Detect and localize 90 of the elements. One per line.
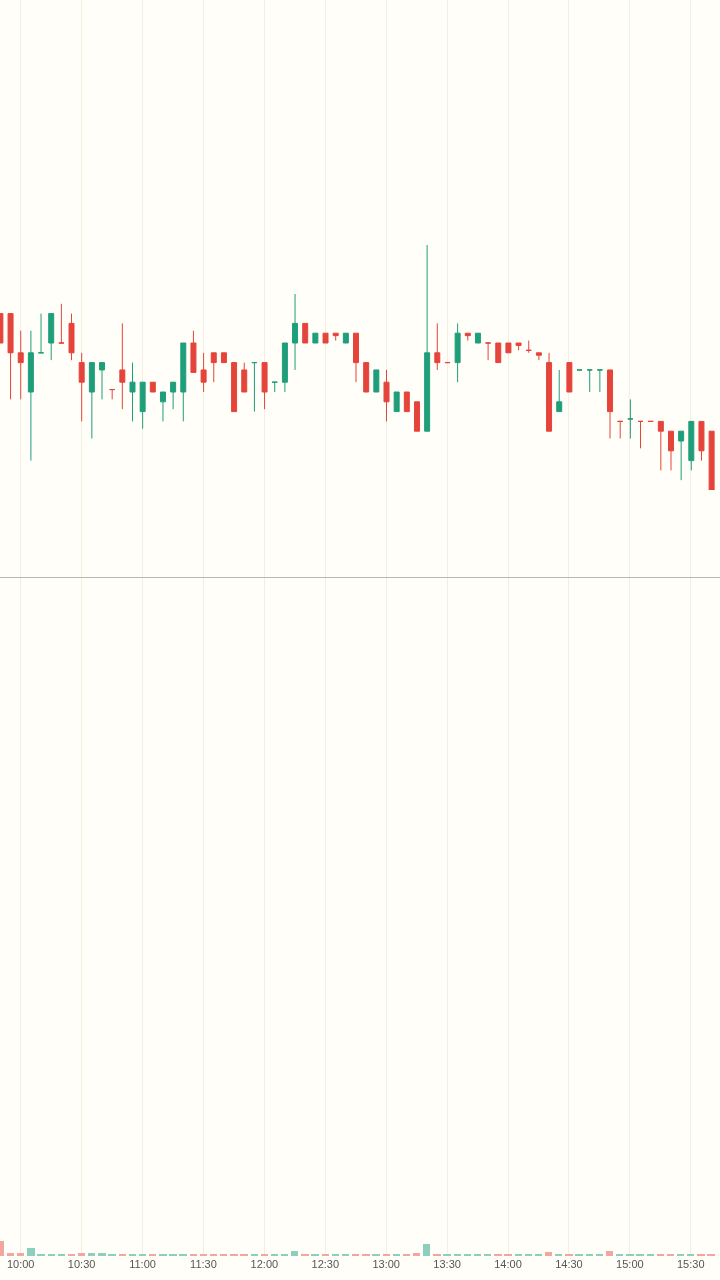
candlestick: [566, 362, 573, 393]
candlestick: [231, 362, 238, 413]
candlestick: [413, 401, 420, 432]
candlestick: [353, 332, 360, 383]
candlestick: [312, 332, 319, 344]
bar: [27, 1248, 35, 1256]
x-tick-label: 13:00: [372, 1258, 400, 1270]
candlestick: [271, 381, 278, 393]
candlestick: [200, 352, 207, 393]
candlestick: [119, 322, 126, 410]
candlestick: [261, 362, 268, 410]
x-tick-label: 14:00: [494, 1258, 522, 1270]
x-tick-label: 15:30: [676, 1258, 705, 1270]
candlestick: [281, 342, 288, 393]
bar: [606, 1251, 613, 1256]
candlestick: [424, 245, 431, 432]
candlestick: [454, 322, 461, 383]
candlestick: [637, 420, 644, 449]
bar: [98, 1253, 106, 1256]
x-tick-label: 12:00: [250, 1258, 279, 1270]
candlestick: [292, 293, 299, 371]
candlestick: [546, 352, 553, 432]
candlestick: [241, 362, 248, 393]
candlestick: [668, 430, 674, 471]
candlestick: [129, 362, 136, 422]
bar: [78, 1253, 85, 1256]
candlestick: [302, 322, 309, 344]
bar: [88, 1253, 95, 1256]
x-tick-label: 11:30: [190, 1258, 217, 1270]
bar: [7, 1253, 14, 1256]
candlestick: [434, 322, 441, 371]
candlestick: [99, 362, 105, 400]
candlestick: [342, 332, 349, 344]
bar: [17, 1253, 24, 1256]
candlestick: [586, 369, 593, 393]
candlestick: [495, 342, 502, 364]
candlestick: [393, 391, 400, 413]
x-tick-label: 15:00: [616, 1258, 644, 1270]
bar: [291, 1251, 298, 1256]
candlestick: [159, 391, 166, 422]
candlestick: [220, 352, 227, 364]
candlestick: [68, 313, 75, 361]
candlestick: [383, 369, 390, 422]
candlestick: [607, 369, 614, 440]
bar: [423, 1244, 430, 1256]
candlestick: [170, 381, 177, 410]
candlestick: [596, 369, 603, 393]
candlestick: [190, 330, 197, 373]
candlestick: [617, 420, 624, 440]
candlestick: [474, 332, 481, 344]
candlestick: [180, 342, 187, 422]
candlestick: [515, 342, 522, 351]
candlestick: [58, 303, 65, 344]
candlestick: [627, 398, 634, 440]
candlestick: [48, 313, 55, 361]
candlestick: [556, 369, 563, 413]
x-tick-label: 10:30: [67, 1258, 96, 1270]
x-tick-label: 11:00: [129, 1258, 156, 1270]
candlestick: [464, 332, 471, 342]
candlestick: [210, 352, 217, 383]
candlestick: [251, 362, 258, 413]
bar: [545, 1252, 552, 1256]
candlestick: [698, 420, 705, 462]
candlestick: [708, 430, 715, 490]
x-tick-label: 13:30: [433, 1258, 461, 1270]
candlestick: [332, 332, 339, 342]
candlestick: [27, 330, 34, 462]
candlestick: [139, 381, 146, 430]
candlestick: [678, 430, 685, 481]
candlestick: [373, 369, 380, 393]
candlestick: [525, 340, 532, 354]
candlestick: [403, 391, 410, 413]
candlestick: [485, 342, 492, 361]
candlestick: [78, 352, 85, 422]
candlestick: [38, 313, 45, 354]
candlestick: [505, 342, 512, 354]
candlestick: [109, 389, 116, 400]
candlestick: [535, 352, 542, 361]
x-tick-label: 12:30: [311, 1258, 340, 1270]
candlestick: [17, 330, 24, 400]
candlestick: [88, 362, 95, 440]
candlestick: [688, 420, 695, 471]
candlestick: [7, 313, 14, 400]
candlestick: [657, 420, 664, 471]
candlestick: [149, 381, 156, 393]
x-tick-label: 14:30: [555, 1258, 583, 1270]
candlestick: [322, 332, 329, 344]
x-tick-label: 10:00: [6, 1258, 35, 1270]
bar: [413, 1253, 420, 1256]
candlestick: [363, 362, 370, 393]
